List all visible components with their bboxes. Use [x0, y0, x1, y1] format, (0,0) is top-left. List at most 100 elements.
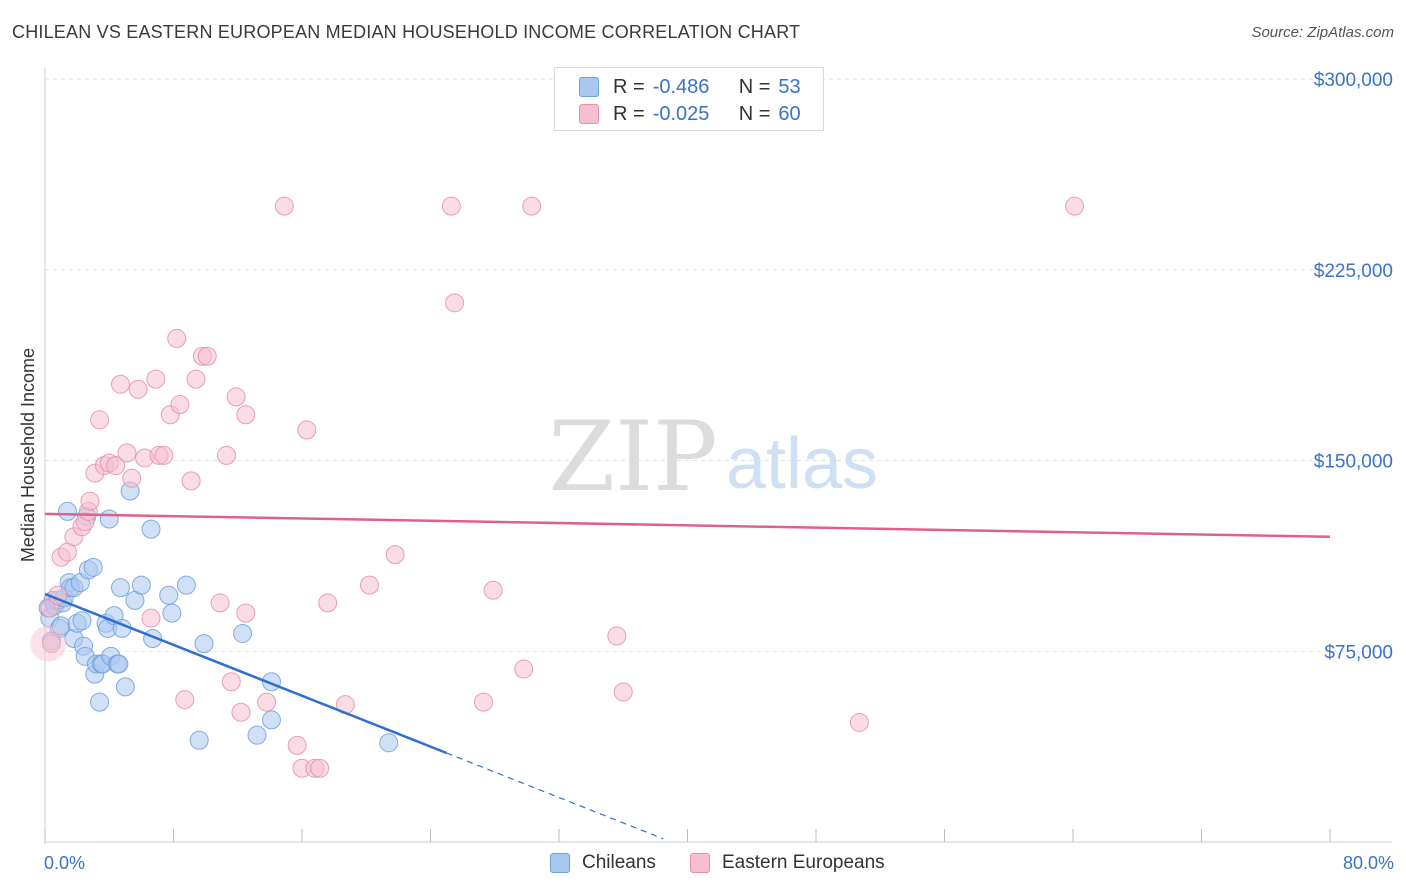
eastern-europeans-point: [221, 672, 241, 692]
legend-row-eastern-europeans: R = -0.025 N = 60: [579, 102, 801, 126]
series-legend-chileans: Chileans: [550, 852, 656, 874]
y-tick-label: $150,000: [1314, 452, 1393, 473]
eastern-europeans-point: [217, 445, 237, 465]
chileans-point: [233, 623, 253, 643]
legend-r-label: R =: [613, 102, 645, 125]
y-tick-label: $75,000: [1324, 642, 1393, 663]
chileans-point: [57, 501, 77, 521]
eastern-europeans-point: [236, 405, 256, 425]
eastern-europeans-point: [522, 196, 542, 216]
eastern-europeans-point: [310, 758, 330, 778]
chileans-point: [90, 692, 110, 712]
chileans-point: [162, 603, 182, 623]
chileans-point: [159, 585, 179, 605]
eastern-europeans-point: [197, 346, 217, 366]
chileans-point: [110, 578, 130, 598]
legend-n-value: 60: [778, 102, 801, 125]
eastern-europeans-point: [231, 702, 251, 722]
eastern-europeans-point: [181, 471, 201, 491]
chileans-point: [99, 509, 119, 529]
eastern-europeans-point: [474, 692, 494, 712]
eastern-europeans-point: [274, 196, 294, 216]
eastern-europeans-point: [359, 575, 379, 595]
chileans-point: [261, 710, 281, 730]
legend-n-value: 53: [778, 75, 801, 98]
eastern-europeans-point: [170, 395, 190, 415]
watermark-zip: ZIP: [548, 401, 717, 513]
eastern-europeans-point: [154, 445, 174, 465]
eastern-europeans-point: [257, 692, 277, 712]
chileans-point: [189, 730, 209, 750]
eastern-europeans-point: [210, 593, 230, 613]
chileans-point: [247, 725, 267, 745]
eastern-europeans-point: [1065, 196, 1085, 216]
chileans-trend-extension: [446, 752, 664, 840]
eastern-europeans-point: [287, 735, 307, 755]
legend-n-label: N =: [738, 102, 771, 125]
chileans-point: [83, 557, 103, 577]
chart-title: CHILEAN VS EASTERN EUROPEAN MEDIAN HOUSE…: [12, 22, 801, 42]
eastern-europeans-point: [110, 374, 130, 394]
correlation-legend: R = -0.486 N = 53 R = -0.025 N = 60: [554, 67, 824, 131]
eastern-europeans-point: [106, 456, 126, 476]
eastern-europeans-point: [41, 634, 61, 654]
eastern-europeans-point: [483, 580, 503, 600]
eastern-europeans-point: [441, 196, 461, 216]
eastern-europeans-point: [90, 410, 110, 430]
legend-swatch-chileans: [579, 77, 599, 97]
source-label: Source: ZipAtlas.com: [1251, 24, 1394, 41]
series-label-eastern-europeans: Eastern Europeans: [722, 852, 885, 873]
trend-lines: [44, 512, 1331, 840]
eastern-europeans-point: [117, 443, 137, 463]
eastern-europeans-point: [297, 420, 317, 440]
legend-n-label: N =: [738, 75, 771, 98]
chileans-point: [176, 575, 196, 595]
chileans-point: [379, 733, 399, 753]
series-swatch-chileans: [550, 853, 570, 873]
eastern-europeans-point: [236, 603, 256, 623]
eastern-europeans-point: [613, 682, 633, 702]
chileans-trend-line: [44, 592, 448, 755]
eastern-europeans-point: [128, 379, 148, 399]
eastern-europeans-point: [141, 608, 161, 628]
eastern-europeans-point: [514, 659, 534, 679]
eastern-europeans-point: [849, 712, 869, 732]
legend-r-label: R =: [613, 75, 645, 98]
eastern-europeans-point: [186, 369, 206, 389]
eastern-europeans-trend-line: [44, 512, 1331, 539]
series-swatch-eastern-europeans: [690, 853, 710, 873]
eastern-europeans-point: [175, 690, 195, 710]
x-axis-max-label: 80.0%: [1342, 853, 1394, 873]
y-tick-label: $300,000: [1314, 70, 1393, 91]
y-tick-label: $225,000: [1314, 261, 1393, 282]
x-axis-min-label: 0.0%: [44, 853, 86, 873]
chileans-point: [72, 611, 92, 631]
chileans-point: [131, 575, 151, 595]
legend-r-value: -0.025: [652, 102, 710, 125]
eastern-europeans-point: [226, 387, 246, 407]
series-legend-eastern-europeans: Eastern Europeans: [690, 852, 885, 874]
axes: [44, 68, 1392, 844]
eastern-europeans-points: [30, 196, 1085, 778]
gridlines: [45, 78, 1392, 652]
series-legend: Chileans Eastern Europeans: [0, 852, 1406, 876]
eastern-europeans-point: [80, 491, 100, 511]
watermark-atlas: atlas: [726, 424, 878, 504]
eastern-europeans-point: [167, 328, 187, 348]
y-tick-labels: $75,000 $150,000 $225,000 $300,000: [1314, 70, 1393, 663]
legend-r-value: -0.486: [652, 75, 710, 98]
chileans-point: [109, 654, 129, 674]
eastern-europeans-point: [318, 593, 338, 613]
y-axis-label: Median Household Income: [18, 348, 38, 562]
eastern-europeans-point: [445, 293, 465, 313]
eastern-europeans-point: [30, 625, 67, 662]
eastern-europeans-point: [146, 369, 166, 389]
legend-row-chileans: R = -0.486 N = 53: [579, 75, 801, 99]
eastern-europeans-point: [385, 545, 405, 565]
eastern-europeans-point: [122, 468, 142, 488]
chileans-point: [194, 634, 214, 654]
eastern-europeans-point: [607, 626, 627, 646]
legend-swatch-eastern-europeans: [579, 104, 599, 124]
chileans-point: [141, 519, 161, 539]
